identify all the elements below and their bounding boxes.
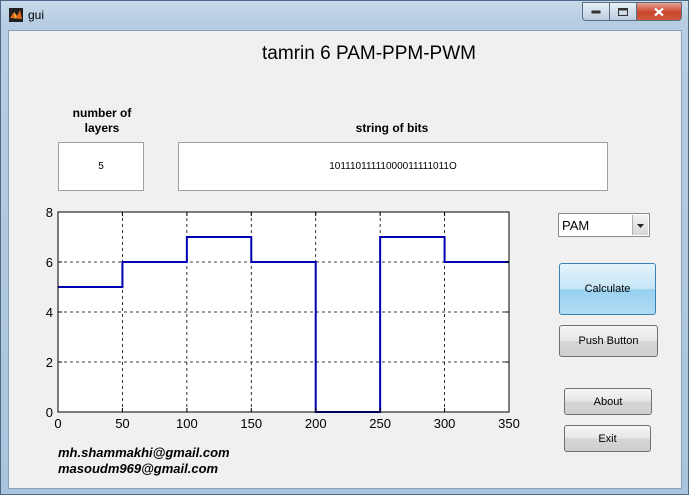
window-controls [582,2,682,21]
pam-chart: 0 50 100 150 200 250 300 350 0 2 4 6 8 [46,205,520,431]
minimize-icon [591,10,601,13]
y-tick-label: 6 [46,255,53,270]
matlab-icon [9,8,23,22]
close-icon [654,7,664,16]
y-tick-label: 4 [46,305,53,320]
x-tick-label: 150 [240,416,262,431]
figure-area: tamrin 6 PAM-PPM-PWM number of layers st… [8,30,682,489]
email-1: mh.shammakhi@gmail.com [58,445,230,460]
bits-input[interactable]: 10111011111000011111011O [178,142,608,191]
calculate-button[interactable]: Calculate [559,263,656,315]
window-title: gui [28,8,45,22]
layers-input[interactable]: 5 [58,142,144,191]
maximize-button[interactable] [609,2,636,21]
about-button[interactable]: About [564,388,652,415]
x-tick-label: 250 [369,416,391,431]
layers-label: number of layers [72,106,132,135]
dropdown-arrow[interactable] [632,215,648,235]
y-tick-label: 2 [46,355,53,370]
close-button[interactable] [636,2,682,21]
title-bar[interactable]: gui [1,1,688,29]
modulation-select-value: PAM [562,218,590,233]
x-tick-label: 0 [54,416,61,431]
series-line [58,236,509,413]
x-tick-label: 100 [176,416,198,431]
modulation-select[interactable]: PAM [558,213,650,237]
y-tick-label: 8 [46,205,53,220]
y-tick-label: 0 [46,405,53,420]
minimize-button[interactable] [582,2,609,21]
plot-area [58,212,509,412]
push-button[interactable]: Push Button [559,325,658,357]
chevron-down-icon [637,224,644,228]
email-2: masoudm969@gmail.com [58,461,219,476]
x-tick-label: 50 [115,416,129,431]
page-title: tamrin 6 PAM-PPM-PWM [262,43,476,64]
x-tick-label: 300 [434,416,456,431]
maximize-icon [618,7,628,16]
x-tick-label: 350 [498,416,520,431]
exit-button[interactable]: Exit [564,425,651,452]
x-tick-label: 200 [305,416,327,431]
bits-label: string of bits [355,121,429,135]
